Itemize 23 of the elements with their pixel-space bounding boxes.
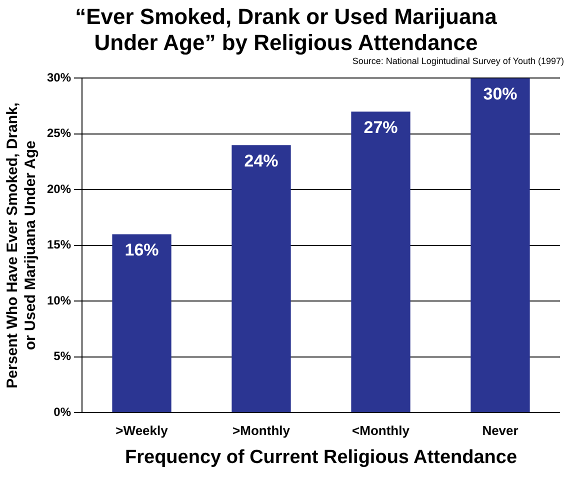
y-tick-label: 25%	[46, 126, 72, 140]
data-label: 16%	[124, 240, 159, 260]
bar	[112, 234, 172, 412]
y-tick-label: 20%	[46, 182, 72, 196]
x-tick-label: <Monthly	[352, 422, 410, 438]
x-tick-label: >Weekly	[116, 422, 169, 438]
x-axis-title: Frequency of Current Religious Attendance	[125, 446, 518, 468]
data-label: 30%	[483, 84, 518, 104]
y-tick-label: 5%	[54, 349, 72, 364]
data-label: 27%	[364, 118, 398, 137]
bar	[351, 112, 410, 412]
y-tick-label: 10%	[46, 293, 72, 308]
data-label: 24%	[244, 151, 278, 170]
chart-title: “Ever Smoked, Drank or Used Marijuana Under Age” by Religious Attendance	[74, 4, 498, 56]
bar	[232, 145, 291, 412]
x-tick-label: >Monthly	[232, 422, 291, 438]
source-note: Source: National Logintudinal Survey of Youth (1997)	[351, 56, 564, 68]
bar	[470, 78, 530, 412]
y-tick-label: 30%	[46, 70, 72, 85]
x-tick-label: Never	[482, 422, 518, 438]
y-axis-title: Persent Who Have Ever Smoked, Drank, or Used Marijuana Under Age	[4, 102, 40, 388]
y-tick-label: 0%	[54, 404, 72, 419]
y-tick-label: 15%	[46, 238, 72, 252]
